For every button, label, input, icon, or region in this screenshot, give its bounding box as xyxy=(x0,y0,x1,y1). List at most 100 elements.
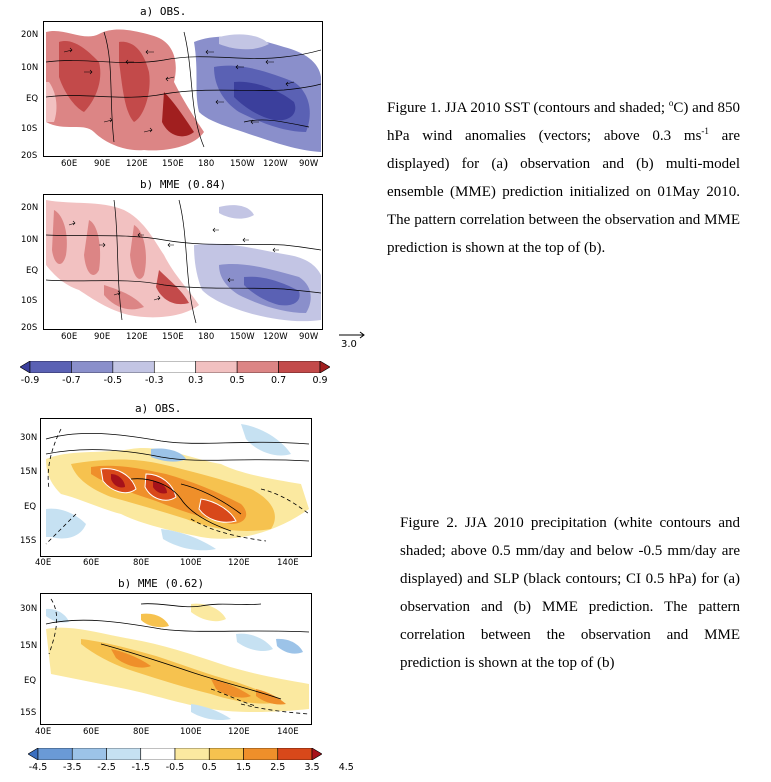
fig2-colorbar-swatch xyxy=(71,748,107,760)
fig2-colorbar-swatch xyxy=(311,748,322,760)
fig1a-lat-tick: 20N xyxy=(21,30,39,40)
fig1-panel-a-map xyxy=(43,21,323,157)
fig1a-lon-tick: 60E xyxy=(61,159,78,169)
fig2-caption: Figure 2. JJA 2010 precipitation (white … xyxy=(400,515,740,671)
fig1b-lon-tick: 60E xyxy=(61,332,78,342)
fig2-colorbar-label: -2.5 xyxy=(97,762,116,773)
fig2-colorbar-label: -0.5 xyxy=(165,762,185,773)
fig1b-lat-tick: 10S xyxy=(21,296,38,306)
fig2-colorbar-swatch xyxy=(37,748,73,760)
fig2-colorbar-label: 3.5 xyxy=(304,762,320,773)
fig1b-lat-tick: EQ xyxy=(26,266,39,276)
fig2a-lon-tick: 140E xyxy=(277,558,299,568)
fig2-colorbar-swatch xyxy=(174,748,210,760)
fig1-colorbar-label: 0.7 xyxy=(271,375,287,386)
fig1a-lon-tick: 120W xyxy=(263,159,288,169)
fig2a-lat-tick: EQ xyxy=(24,502,37,512)
fig2b-lon-tick: 40E xyxy=(35,727,52,737)
fig2-colorbar xyxy=(28,748,322,760)
fig2-colorbar-swatch xyxy=(140,748,176,760)
fig2b-lon-tick: 80E xyxy=(133,727,150,737)
fig1-colorbar-swatch xyxy=(71,361,114,373)
fig2-colorbar-label: -4.5 xyxy=(28,762,48,773)
fig1a-lon-tick: 180 xyxy=(198,159,215,169)
fig1a-lon-tick: 120E xyxy=(126,159,148,169)
fig1a-lat-tick: 20S xyxy=(21,151,38,161)
fig1-colorbar-swatch xyxy=(29,361,72,373)
fig1b-lat-tick: 10N xyxy=(21,235,39,245)
fig2-colorbar-label: 0.5 xyxy=(201,762,217,773)
fig1b-lon-tick: 180 xyxy=(198,332,215,342)
fig1b-lon-tick: 150E xyxy=(162,332,184,342)
fig2-colorbar-label: -3.5 xyxy=(62,762,82,773)
fig2b-lat-tick: 15S xyxy=(20,708,37,718)
fig2a-lon-tick: 100E xyxy=(180,558,202,568)
fig2-colorbar-swatch xyxy=(28,748,39,760)
fig1-colorbar-label: -0.9 xyxy=(20,375,40,386)
fig1-caption-part2: C) and 850 hPa wind anomalies (vectors; … xyxy=(387,100,740,144)
fig1b-lon-tick: 150W xyxy=(230,332,255,342)
fig2-colorbar-swatch xyxy=(277,748,313,760)
fig1-panel-a-title: a) OBS. xyxy=(140,5,187,18)
fig2a-lon-tick: 120E xyxy=(228,558,250,568)
fig1-colorbar-swatch xyxy=(278,361,321,373)
fig1b-lat-tick: 20S xyxy=(21,323,38,333)
fig2-panel-a-map xyxy=(40,418,312,557)
fig2b-lon-tick: 100E xyxy=(180,727,202,737)
fig1b-lat-tick: 20N xyxy=(21,203,39,213)
fig1-panel-b-title: b) MME (0.84) xyxy=(140,178,227,191)
fig1b-lon-tick: 120E xyxy=(126,332,148,342)
fig1-caption: Figure 1. JJA 2010 SST (contours and sha… xyxy=(387,94,740,262)
fig1a-lat-tick: 10N xyxy=(21,63,39,73)
fig2-colorbar-swatch xyxy=(106,748,142,760)
fig1-panel-b-map xyxy=(43,194,323,330)
fig2-panel-b-map xyxy=(40,593,312,725)
fig2-colorbar-label: -1.5 xyxy=(131,762,151,773)
fig1a-lon-tick: 90W xyxy=(299,159,319,169)
fig1-colorbar-label: 0.3 xyxy=(188,375,204,386)
unit-exponent: -1 xyxy=(701,126,709,136)
fig1-colorbar-swatch xyxy=(20,361,31,373)
fig1-reference-vector xyxy=(339,331,365,339)
fig2b-lat-tick: 30N xyxy=(20,604,38,614)
fig2-panel-a-title: a) OBS. xyxy=(135,402,182,415)
fig2a-lon-tick: 60E xyxy=(83,558,100,568)
fig2b-lat-tick: EQ xyxy=(24,676,37,686)
fig2a-lon-tick: 40E xyxy=(35,558,52,568)
fig2-colorbar-swatch xyxy=(208,748,244,760)
fig2-colorbar-label: 1.5 xyxy=(235,762,252,773)
degree-symbol: o xyxy=(668,98,674,108)
fig2a-lon-tick: 80E xyxy=(133,558,150,568)
fig1-colorbar-label: -0.7 xyxy=(62,375,81,386)
fig2b-lat-tick: 15N xyxy=(20,641,38,651)
fig1-colorbar-label: 0.5 xyxy=(229,375,245,386)
fig1a-lat-tick: EQ xyxy=(26,94,39,104)
fig1a-lon-tick: 150W xyxy=(230,159,255,169)
fig2-colorbar-label: 4.5 xyxy=(338,762,354,773)
fig1-colorbar-swatch xyxy=(319,361,330,373)
fig1-caption-part1: Figure 1. JJA 2010 SST (contours and sha… xyxy=(387,100,669,116)
fig2b-lon-tick: 60E xyxy=(83,727,100,737)
fig1-colorbar xyxy=(20,361,330,373)
fig1-colorbar-label: 0.9 xyxy=(312,375,328,386)
fig2a-lat-tick: 15S xyxy=(20,536,37,546)
fig1-colorbar-swatch xyxy=(195,361,238,373)
fig1a-lat-tick: 10S xyxy=(21,124,38,134)
fig2-colorbar-label: 2.5 xyxy=(270,762,286,773)
fig2-colorbar-swatch xyxy=(243,748,279,760)
fig2a-lat-tick: 15N xyxy=(20,467,38,477)
fig2b-lon-tick: 120E xyxy=(228,727,250,737)
fig1-colorbar-swatch xyxy=(153,361,197,373)
fig1b-lon-tick: 120W xyxy=(263,332,288,342)
fig2a-lat-tick: 30N xyxy=(20,433,38,443)
fig1-colorbar-label: -0.3 xyxy=(145,375,164,386)
fig1a-lon-tick: 150E xyxy=(162,159,184,169)
fig1-colorbar-swatch xyxy=(236,361,279,373)
fig2b-lon-tick: 140E xyxy=(277,727,299,737)
fig2-panel-b-title: b) MME (0.62) xyxy=(118,577,205,590)
fig1a-lon-tick: 90E xyxy=(94,159,111,169)
fig1b-lon-tick: 90E xyxy=(94,332,111,342)
fig1-colorbar-swatch xyxy=(112,361,155,373)
fig1b-lon-tick: 90W xyxy=(299,332,319,342)
fig1-vector-scale: 3.0 xyxy=(341,339,357,350)
